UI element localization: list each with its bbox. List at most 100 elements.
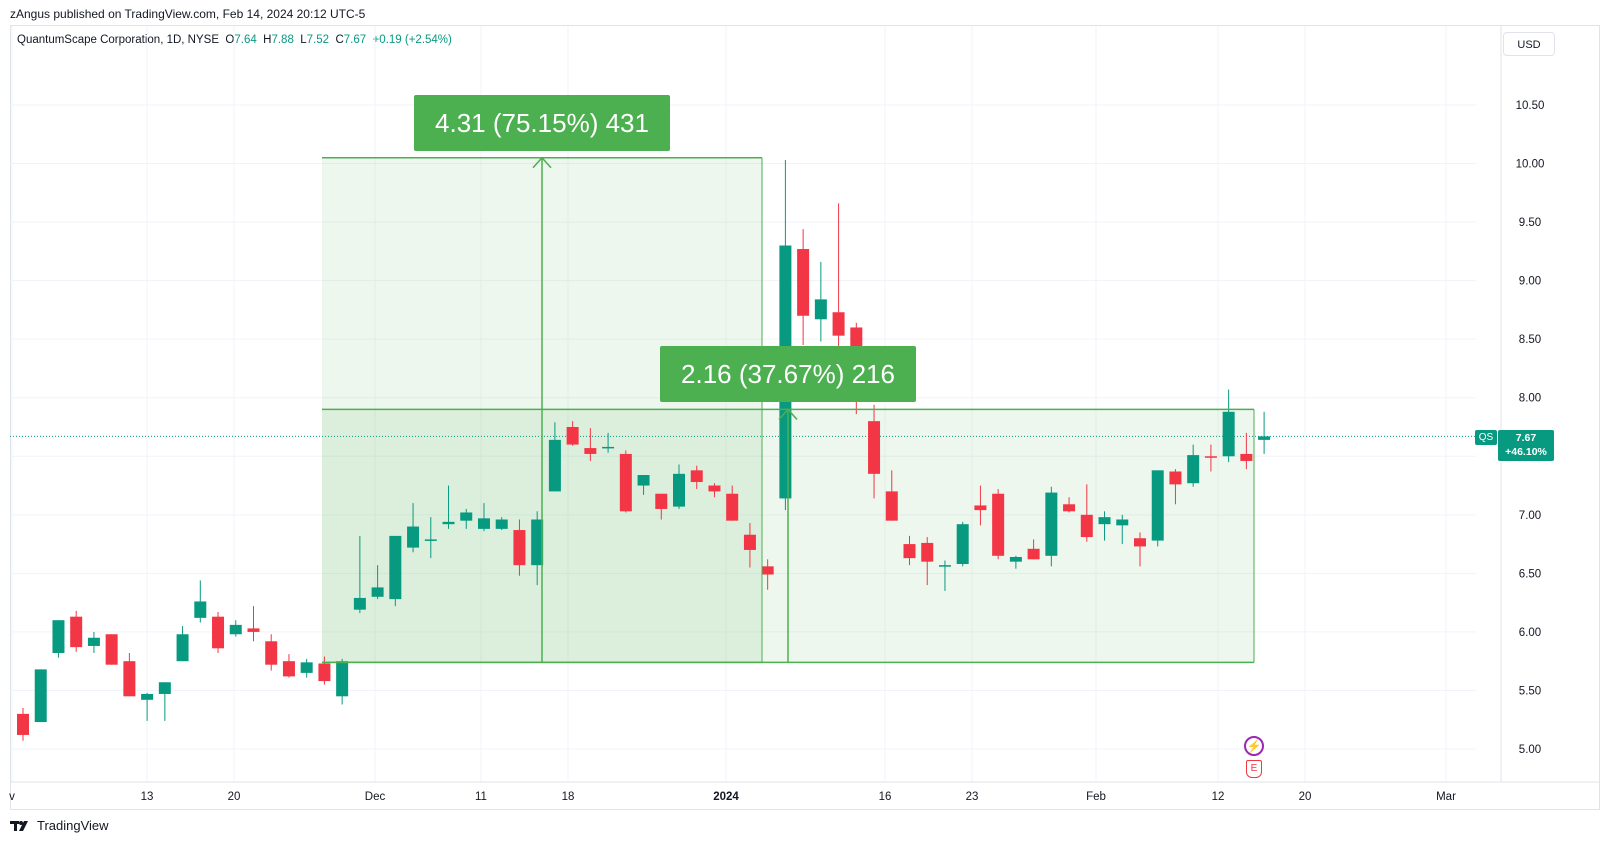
measurement-label-1[interactable]: 4.31 (75.15%) 431 <box>414 95 670 151</box>
candle <box>1063 497 1076 513</box>
time-tick-label: Dec <box>365 791 386 803</box>
candle <box>1009 555 1022 569</box>
candle <box>974 485 987 526</box>
candle-body <box>655 493 668 509</box>
candle-body <box>814 299 827 320</box>
candle-body <box>513 530 526 566</box>
ohlc-change: +0.19 (+2.54%) <box>372 34 452 46</box>
symbol-legend: QuantumScape Corporation, 1D, NYSE O7.64… <box>17 34 452 46</box>
candle-body <box>1151 470 1164 541</box>
candle <box>1169 469 1182 505</box>
candle-body <box>974 505 987 511</box>
candle <box>407 503 420 553</box>
candle <box>814 261 827 342</box>
candle-body <box>992 493 1005 556</box>
candle <box>17 708 29 741</box>
candle-body <box>371 587 384 597</box>
price-tick-label: 8.00 <box>1519 393 1541 405</box>
candle-body <box>1080 514 1093 538</box>
candle-body <box>495 519 508 529</box>
candle <box>513 519 526 576</box>
candle-body <box>584 448 597 454</box>
candle-body <box>1240 453 1253 461</box>
price-axis: 5.005.506.006.507.007.508.008.509.009.50… <box>1500 26 1544 782</box>
publisher-caption: zAngus published on TradingView.com, Feb… <box>10 7 366 21</box>
candle <box>548 422 561 492</box>
candle-body <box>708 485 721 492</box>
candle-body <box>229 624 242 635</box>
time-tick-label: 12 <box>1212 791 1225 803</box>
ohlc-high: H7.88 <box>263 34 294 46</box>
price-tick-label: 8.50 <box>1519 334 1541 346</box>
flash-event-icon[interactable]: ⚡ <box>1244 736 1264 756</box>
candle-body <box>566 427 579 445</box>
candle-body <box>52 620 65 653</box>
candle-body <box>17 713 29 735</box>
candle <box>1258 411 1271 454</box>
candle <box>247 606 260 642</box>
candle <box>1080 484 1093 542</box>
candle <box>708 483 721 498</box>
candle <box>726 485 739 521</box>
earnings-event-icon[interactable]: E <box>1246 760 1262 778</box>
candle-body <box>690 470 703 483</box>
candle-body <box>389 535 402 600</box>
measurement-label-2[interactable]: 2.16 (37.67%) 216 <box>660 346 916 402</box>
candle <box>938 560 951 591</box>
candle <box>158 682 171 721</box>
candle <box>318 656 331 685</box>
ohlc-low: L7.52 <box>300 34 330 46</box>
candle <box>34 669 47 723</box>
candle-body <box>1009 556 1022 562</box>
candle <box>637 475 650 495</box>
candle <box>761 559 774 590</box>
candle <box>123 652 136 697</box>
candle <box>194 580 207 623</box>
tradingview-brand: TradingView <box>37 818 109 833</box>
candle <box>477 503 490 532</box>
candle-body <box>282 661 295 677</box>
candle-body <box>265 641 278 665</box>
candle <box>229 620 242 637</box>
candle-body <box>1063 504 1076 512</box>
candle <box>1204 444 1217 472</box>
last-price-value: 7.67 <box>1515 432 1537 444</box>
currency-button[interactable]: USD <box>1503 32 1555 56</box>
candle <box>265 634 278 671</box>
price-tick-label: 9.00 <box>1519 276 1541 288</box>
ohlc-close: C7.67 <box>335 34 367 46</box>
candle <box>1133 532 1146 567</box>
candle <box>353 535 366 614</box>
last-price-change: +46.10% <box>1505 446 1547 458</box>
candle <box>282 654 295 678</box>
candle-body <box>194 601 207 618</box>
candle <box>956 521 969 567</box>
candle-body <box>797 249 810 316</box>
candle-body <box>1098 517 1111 525</box>
candle <box>1098 511 1111 541</box>
candle-body <box>336 661 349 697</box>
candle-body <box>87 637 100 646</box>
candle-body <box>921 542 934 562</box>
candle-body <box>1187 455 1200 484</box>
candle-body <box>1045 492 1058 556</box>
symbol-description[interactable]: QuantumScape Corporation, 1D, NYSE <box>17 34 219 46</box>
time-tick-label: 16 <box>879 791 892 803</box>
candle <box>141 692 154 721</box>
candle-body <box>832 312 845 336</box>
candle <box>566 421 579 446</box>
candle-body <box>1169 471 1182 485</box>
grid-lines <box>10 26 1476 782</box>
candle-body <box>424 539 437 541</box>
candle-body <box>1027 548 1040 560</box>
candle-body <box>105 634 118 665</box>
candle <box>655 493 668 520</box>
measurement-arrow-head <box>778 408 798 420</box>
candle <box>903 535 916 566</box>
candle-body <box>477 518 490 529</box>
candle-body <box>141 693 154 700</box>
candles <box>17 160 1271 741</box>
candle <box>690 465 703 490</box>
candle-body <box>407 526 420 548</box>
